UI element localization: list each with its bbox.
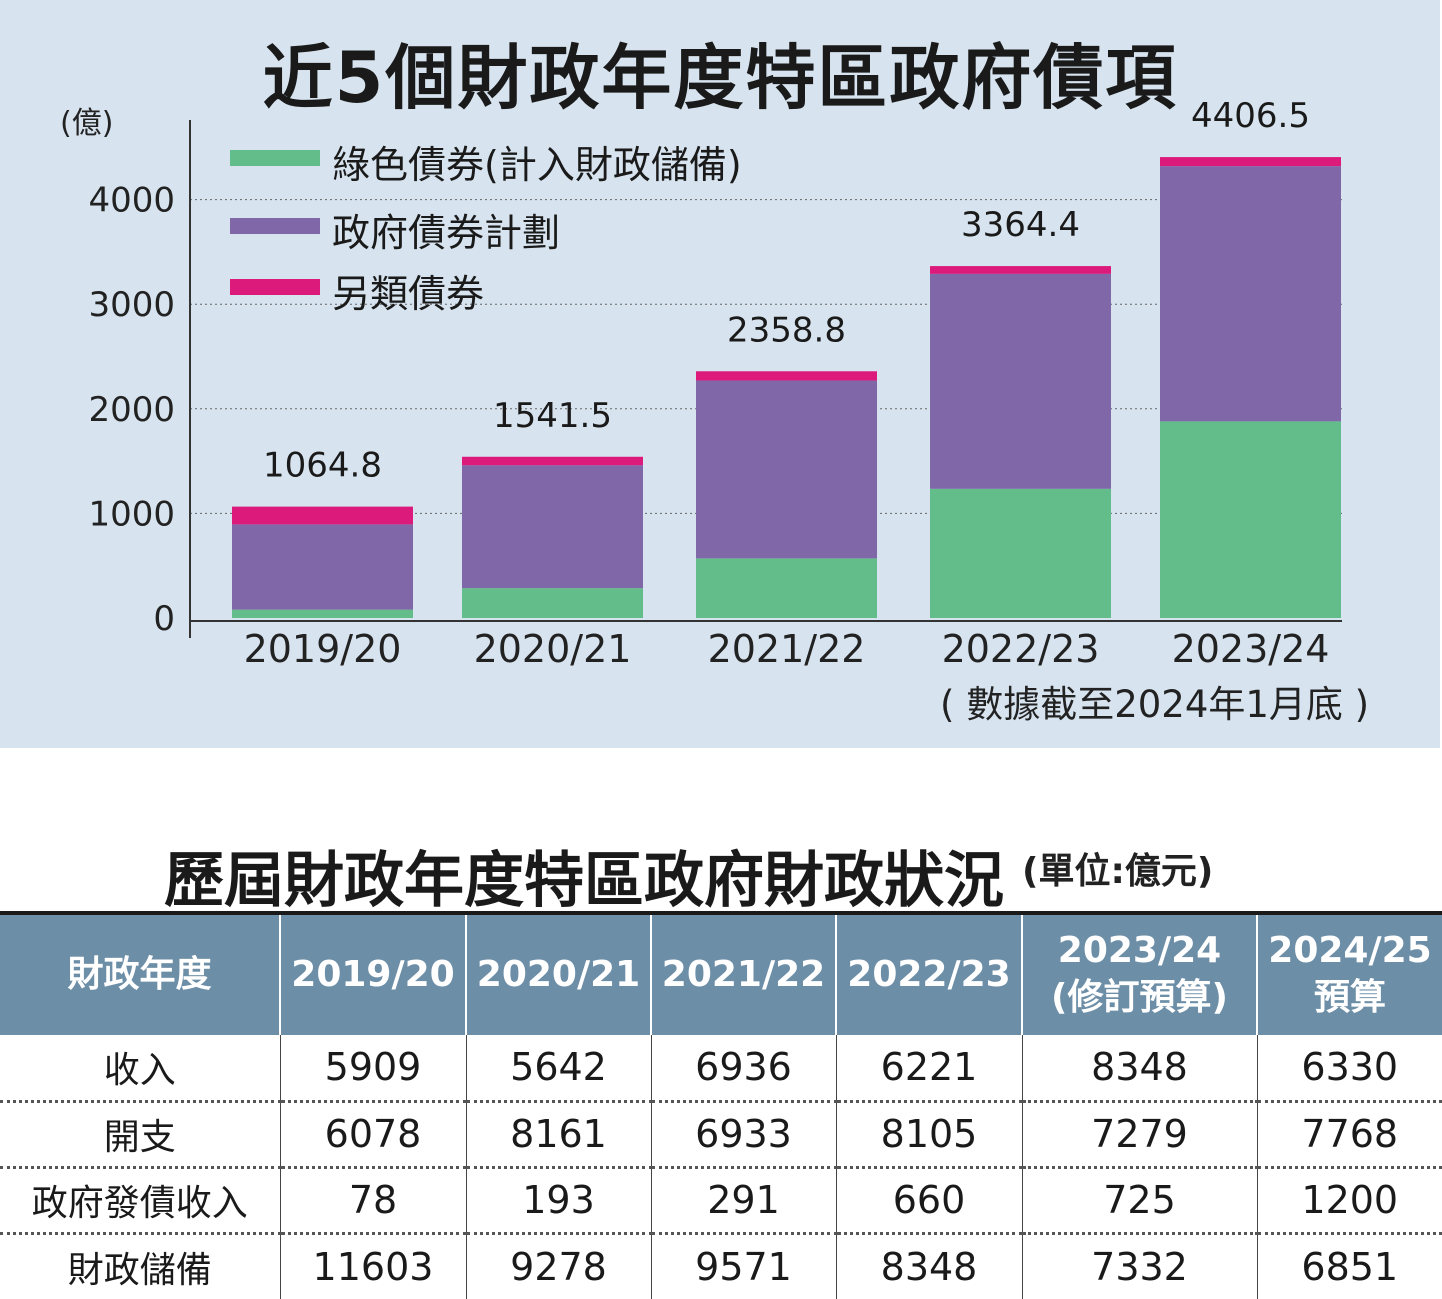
- x-tick-label: 2020/21: [474, 627, 632, 671]
- bar-total-label: 1064.8: [263, 446, 382, 486]
- y-axis-unit-label: (億): [60, 106, 114, 141]
- y-tick-label: 3000: [88, 285, 175, 325]
- x-tick-label: 2022/23: [942, 627, 1100, 671]
- table-cell: 78: [280, 1167, 467, 1235]
- bar-segment-purple: [1160, 166, 1341, 422]
- table-row: 收入 5909 5642 6936 6221 8348 6330: [0, 1035, 1442, 1103]
- legend-swatch-purple: [230, 218, 320, 234]
- bar-segment-green: [930, 488, 1111, 618]
- table-unit: (單位:億元): [1022, 851, 1214, 892]
- bar-total-label: 2358.8: [727, 310, 846, 350]
- table-cell: 6221: [836, 1035, 1023, 1103]
- header-col-2024-25: 2024/25 預算: [1268, 930, 1432, 1018]
- table-cell: 7332: [1022, 1233, 1258, 1299]
- bar-segment-purple: [462, 465, 643, 589]
- header-col-2021-22: 2021/22: [651, 913, 837, 1035]
- legend-label-green: 綠色債券(計入財政儲備): [332, 143, 742, 187]
- row-label-revenue: 收入: [0, 1035, 281, 1103]
- table-cell: 6936: [651, 1035, 837, 1103]
- bar-segment-green: [232, 609, 413, 618]
- table-row: 財政儲備 11603 9278 9571 8348 7332 6851: [0, 1233, 1442, 1299]
- row-label-expenditure: 開支: [0, 1101, 281, 1169]
- table-row: 政府發債收入 78 193 291 660 725 1200: [0, 1167, 1442, 1235]
- bar-segment-pink: [696, 371, 877, 381]
- bar-segment-pink: [232, 506, 413, 525]
- header-col-2020-21: 2020/21: [466, 913, 652, 1035]
- y-tick-label: 4000: [88, 181, 175, 221]
- x-tick-label: 2019/20: [244, 627, 402, 671]
- table-cell: 7279: [1022, 1101, 1258, 1169]
- table-cell: 8348: [1022, 1035, 1258, 1103]
- table-cell: 6078: [280, 1101, 467, 1169]
- legend-swatch-pink: [230, 279, 320, 295]
- legend-label-purple: 政府債券計劃: [332, 211, 561, 255]
- header-fiscal-year: 財政年度: [0, 913, 281, 1035]
- bar-segment-purple: [232, 524, 413, 610]
- stacked-bar-chart: 0 1000 2000 3000 4000 1064.8 2019/20 1541.5 2020…: [88, 96, 1342, 671]
- table-cell: 8348: [836, 1233, 1023, 1299]
- bar-segment-green: [1160, 421, 1341, 618]
- bar-total-label: 3364.4: [961, 205, 1080, 245]
- bar-segment-pink: [930, 266, 1111, 274]
- bar-segment-purple: [930, 273, 1111, 489]
- bar-total-label: 4406.5: [1191, 96, 1310, 136]
- x-tick-label: 2021/22: [708, 627, 866, 671]
- y-tick-label: 0: [153, 599, 175, 639]
- table-cell: 8105: [836, 1101, 1023, 1169]
- table-cell: 660: [836, 1167, 1023, 1235]
- table-cell: 6851: [1301, 1244, 1399, 1289]
- chart-panel: 0 1000 2000 3000 4000 1064.8 2019/20 1541.5 2020…: [0, 0, 1440, 748]
- table-cell: 291: [651, 1167, 837, 1235]
- table-cell: 725: [1022, 1167, 1258, 1235]
- y-tick-label: 2000: [88, 390, 175, 430]
- table-cell: 9571: [651, 1233, 837, 1299]
- bar-segment-purple: [696, 380, 877, 559]
- table-header-row: 財政年度 2019/20 2020/21 2021/22 2022/23 202…: [0, 913, 1442, 1035]
- header-col-2019-20: 2019/20: [280, 913, 467, 1035]
- chart-footnote: ( 數據截至2024年1月底 ): [940, 683, 1370, 726]
- y-tick-label: 1000: [88, 494, 175, 534]
- row-label-bond-proceeds: 政府發債收入: [0, 1167, 281, 1235]
- legend-label-pink: 另類債券: [332, 272, 485, 316]
- bar-segment-pink: [462, 456, 643, 466]
- table-cell: 5642: [466, 1035, 652, 1103]
- table-cell: 5909: [280, 1035, 467, 1103]
- x-tick-label: 2023/24: [1172, 627, 1330, 671]
- header-col-2022-23: 2022/23: [836, 913, 1023, 1035]
- fiscal-table: 財政年度 2019/20 2020/21 2021/22 2022/23 202…: [0, 911, 1442, 1299]
- table-cell: 193: [466, 1167, 652, 1235]
- bar-segment-green: [462, 588, 643, 618]
- table-cell: 1200: [1257, 1167, 1442, 1235]
- table-cell: 6933: [651, 1101, 837, 1169]
- chart-title: 近5個財政年度特區政府債項: [262, 37, 1178, 119]
- table-cell: 8161: [466, 1101, 652, 1169]
- table-title: 歷屆財政年度特區政府財政狀況: [164, 846, 1004, 916]
- table-cell: 9278: [466, 1233, 652, 1299]
- legend-swatch-green: [230, 150, 320, 166]
- bar-segment-pink: [1160, 157, 1341, 167]
- table-cell: 7768: [1257, 1101, 1442, 1169]
- table-cell: 6330: [1257, 1035, 1442, 1103]
- header-col-2023-24: 2023/24 (修訂預算): [1022, 913, 1258, 1035]
- bar-total-label: 1541.5: [493, 396, 612, 436]
- row-label-fiscal-reserves: 財政儲備: [0, 1233, 281, 1299]
- bar-segment-green: [696, 558, 877, 618]
- table-row: 開支 6078 8161 6933 8105 7279 7768: [0, 1101, 1442, 1169]
- table-cell: 11603: [280, 1233, 467, 1299]
